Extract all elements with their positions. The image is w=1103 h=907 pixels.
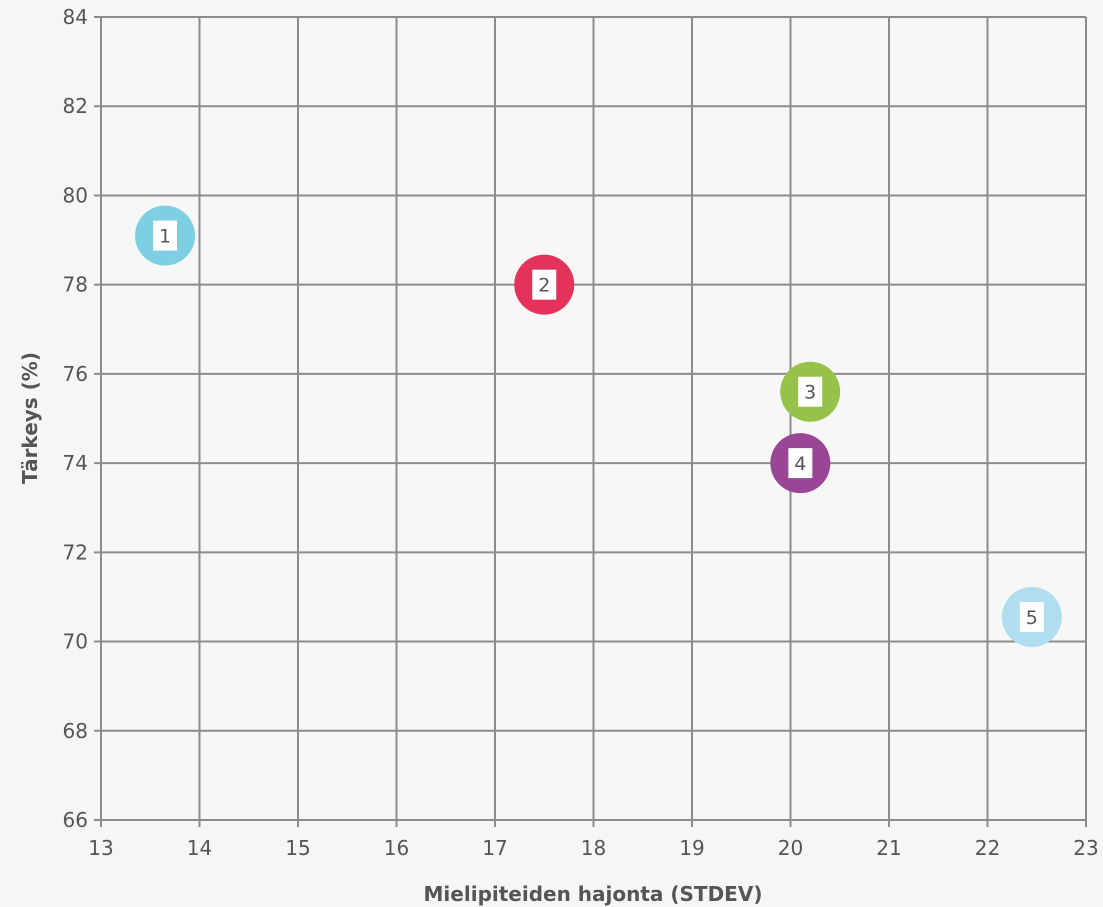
y-tick-label: 76 xyxy=(63,362,88,386)
y-tick-labels: 66 68 70 72 74 76 78 80 82 84 xyxy=(63,5,88,832)
x-tick-label: 22 xyxy=(975,836,1000,860)
grid-lines xyxy=(94,16,1087,827)
data-point-4: 4 xyxy=(770,433,831,494)
data-point-label-box xyxy=(153,220,178,251)
data-point-label-box xyxy=(798,376,823,407)
data-point-label-box xyxy=(1019,602,1044,633)
data-points: 1 2 3 4 5 xyxy=(135,205,1062,648)
y-tick-label: 74 xyxy=(63,451,88,475)
x-tick-label: 14 xyxy=(187,836,212,860)
y-tick-label: 68 xyxy=(63,719,88,743)
y-tick-label: 70 xyxy=(63,630,88,654)
data-point-label: 3 xyxy=(804,382,816,404)
data-point-label: 1 xyxy=(159,226,171,248)
x-tick-label: 16 xyxy=(384,836,409,860)
data-point-1: 1 xyxy=(135,205,196,266)
x-tick-label: 23 xyxy=(1073,836,1098,860)
data-point-3: 3 xyxy=(780,361,841,422)
x-tick-label: 20 xyxy=(778,836,803,860)
x-tick-label: 15 xyxy=(285,836,310,860)
y-tick-label: 82 xyxy=(63,94,88,118)
x-tick-label: 19 xyxy=(679,836,704,860)
y-axis-title: Tärkeys (%) xyxy=(18,352,42,484)
x-axis-title: Mielipiteiden hajonta (STDEV) xyxy=(424,882,763,906)
x-tick-label: 13 xyxy=(88,836,113,860)
data-point-label-box xyxy=(532,269,557,300)
y-tick-label: 72 xyxy=(63,540,88,564)
y-tick-label: 84 xyxy=(63,5,88,29)
y-tick-label: 66 xyxy=(63,808,88,832)
x-tick-label: 17 xyxy=(482,836,507,860)
x-tick-label: 21 xyxy=(876,836,901,860)
data-point-label: 2 xyxy=(538,275,550,297)
data-point-label: 5 xyxy=(1026,607,1038,629)
data-point-label-box xyxy=(788,448,813,479)
y-tick-label: 78 xyxy=(63,273,88,297)
data-point-5: 5 xyxy=(1001,587,1062,648)
x-tick-label: 18 xyxy=(581,836,606,860)
x-tick-labels: 13 14 15 16 17 18 19 20 21 22 23 xyxy=(88,836,1098,860)
y-tick-label: 80 xyxy=(63,183,88,207)
data-point-label: 4 xyxy=(794,453,806,475)
data-point-2: 2 xyxy=(514,254,575,315)
